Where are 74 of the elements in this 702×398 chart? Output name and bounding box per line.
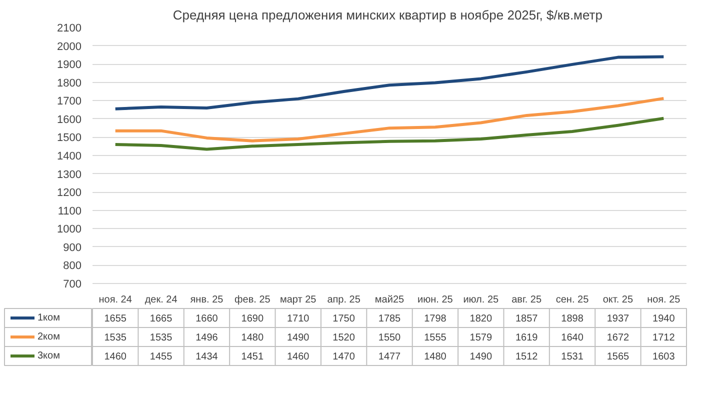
- x-tick-label: май25: [374, 294, 405, 306]
- x-tick-label: ноя. 25: [647, 294, 681, 306]
- y-tick-label: 700: [63, 278, 82, 290]
- chart-title: Средняя цена предложения минских квартир в ноябре 2025г, $/кв.метр: [172, 8, 602, 22]
- legend-label: 2ком: [38, 332, 60, 342]
- data-label: 1520: [332, 332, 356, 344]
- data-label: 1512: [515, 352, 538, 362]
- data-label: 1535: [150, 332, 173, 344]
- y-tick-label: 1800: [57, 77, 82, 90]
- data-label: 1640: [561, 332, 584, 344]
- data-label: 1565: [606, 352, 630, 362]
- data-label: 1451: [241, 352, 264, 362]
- y-tick-label: 1400: [57, 150, 82, 162]
- data-label: 1712: [652, 332, 676, 344]
- x-tick-label: апр. 25: [327, 294, 361, 306]
- data-label: 1937: [606, 314, 630, 324]
- y-tick-label: 1000: [57, 224, 82, 236]
- x-tick-label: март 25: [280, 294, 317, 306]
- data-label: 1480: [424, 352, 447, 362]
- data-label: 1535: [104, 332, 127, 344]
- data-label: 1690: [241, 314, 264, 324]
- x-tick-label: авг. 25: [512, 294, 542, 306]
- y-tick-label: 2100: [57, 22, 82, 34]
- data-label: 1550: [378, 332, 402, 344]
- data-label: 1665: [150, 314, 173, 324]
- data-label: 1434: [196, 352, 218, 362]
- data-label: 1660: [196, 314, 218, 324]
- data-label: 1672: [606, 332, 630, 344]
- y-tick-label: 1600: [57, 114, 82, 126]
- y-tick-label: 1200: [57, 187, 82, 200]
- data-label: 1579: [470, 332, 492, 344]
- data-label: 1603: [652, 352, 676, 362]
- y-tick-label: 800: [63, 260, 82, 272]
- x-tick-label: ноя. 24: [98, 294, 132, 306]
- data-label: 1490: [470, 352, 492, 362]
- y-tick-label: 1300: [57, 168, 82, 181]
- data-label: 1490: [286, 332, 310, 344]
- line-series: [114, 116, 666, 151]
- data-label: 1655: [104, 314, 127, 324]
- x-tick-label: сен. 25: [556, 294, 590, 306]
- data-label: 1460: [104, 352, 127, 362]
- data-label: 1619: [515, 332, 538, 344]
- data-label: 1710: [286, 314, 310, 324]
- x-tick-label: фев. 25: [234, 294, 271, 306]
- data-label: 1460: [286, 352, 310, 362]
- data-label: 1555: [424, 332, 447, 344]
- x-tick-label: июн. 25: [418, 294, 454, 306]
- data-label: 1470: [332, 352, 356, 362]
- line-series: [114, 55, 666, 110]
- y-tick-label: 900: [63, 242, 82, 254]
- data-label: 1480: [241, 332, 264, 344]
- data-label: 1455: [150, 352, 173, 362]
- x-tick-label: янв. 25: [190, 294, 224, 306]
- data-label: 1750: [332, 314, 356, 324]
- data-label: 1820: [470, 314, 492, 324]
- y-tick-label: 2000: [57, 40, 82, 53]
- data-label: 1496: [196, 332, 218, 344]
- legend-label: 3ком: [38, 350, 60, 362]
- data-label: 1857: [515, 314, 538, 324]
- y-tick-label: 1700: [57, 96, 82, 108]
- data-label: 1798: [424, 314, 447, 324]
- data-label: 1531: [561, 352, 584, 362]
- x-tick-label: июл. 25: [463, 294, 500, 306]
- line-series: [114, 96, 666, 142]
- x-tick-label: дек. 24: [144, 294, 178, 306]
- data-label: 1785: [378, 314, 402, 324]
- y-tick-label: 1900: [57, 59, 82, 72]
- y-tick-label: 1500: [57, 132, 82, 144]
- legend-label: 1ком: [38, 312, 60, 324]
- data-label: 1898: [561, 314, 584, 324]
- y-tick-label: 1100: [58, 205, 82, 218]
- x-tick-label: окт. 25: [602, 294, 634, 306]
- data-label: 1940: [652, 314, 676, 324]
- data-label: 1477: [378, 352, 402, 362]
